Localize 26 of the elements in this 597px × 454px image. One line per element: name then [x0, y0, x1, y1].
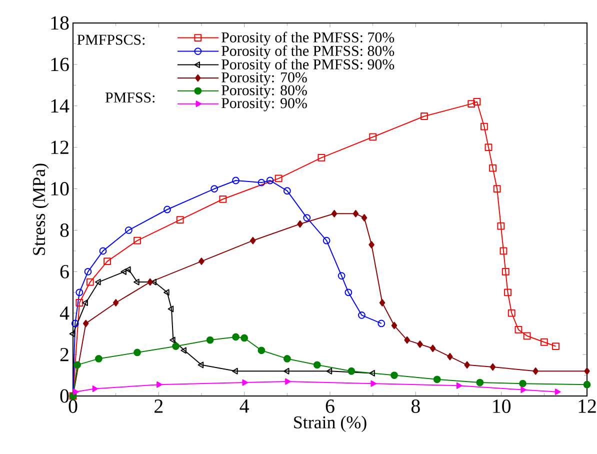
- y-tick-label: 14: [51, 99, 70, 112]
- x-tick-label: 12: [578, 400, 596, 413]
- y-tick-label: 10: [51, 182, 69, 196]
- x-axis-title: Strain (%): [294, 416, 366, 432]
- annotation: PMFSS:: [105, 92, 154, 103]
- y-tick-label: 12: [51, 140, 68, 154]
- y-tick-label: 4: [60, 306, 70, 320]
- y-tick-label: 16: [51, 58, 69, 72]
- legend-label: Porosity of the PMFSS: 70%: [222, 32, 394, 46]
- x-tick-label: 8: [411, 400, 420, 413]
- legend-label: Porosity of the PMFSS: 80%: [222, 45, 394, 60]
- legend-label: Porosity: 90%: [222, 98, 307, 112]
- legend-label: Porosity: 80%: [222, 85, 307, 98]
- legend-label: Porosity: 70%: [222, 72, 307, 86]
- y-tick-label: 8: [60, 224, 69, 237]
- y-tick-label: 18: [51, 16, 69, 30]
- x-tick-label: 6: [326, 400, 334, 413]
- y-tick-label: 0: [60, 389, 69, 403]
- annotation: PMFPSCS:: [77, 34, 145, 45]
- y-tick-label: 6: [60, 264, 69, 278]
- legend-label: Porosity of the PMFSS: 90%: [222, 58, 394, 73]
- x-tick-label: 10: [493, 400, 511, 413]
- x-tick-label: 2: [154, 400, 163, 413]
- y-axis-title: Stress (MPa): [32, 164, 49, 255]
- x-tick-label: 4: [240, 400, 250, 413]
- y-tick-label: 2: [60, 348, 68, 362]
